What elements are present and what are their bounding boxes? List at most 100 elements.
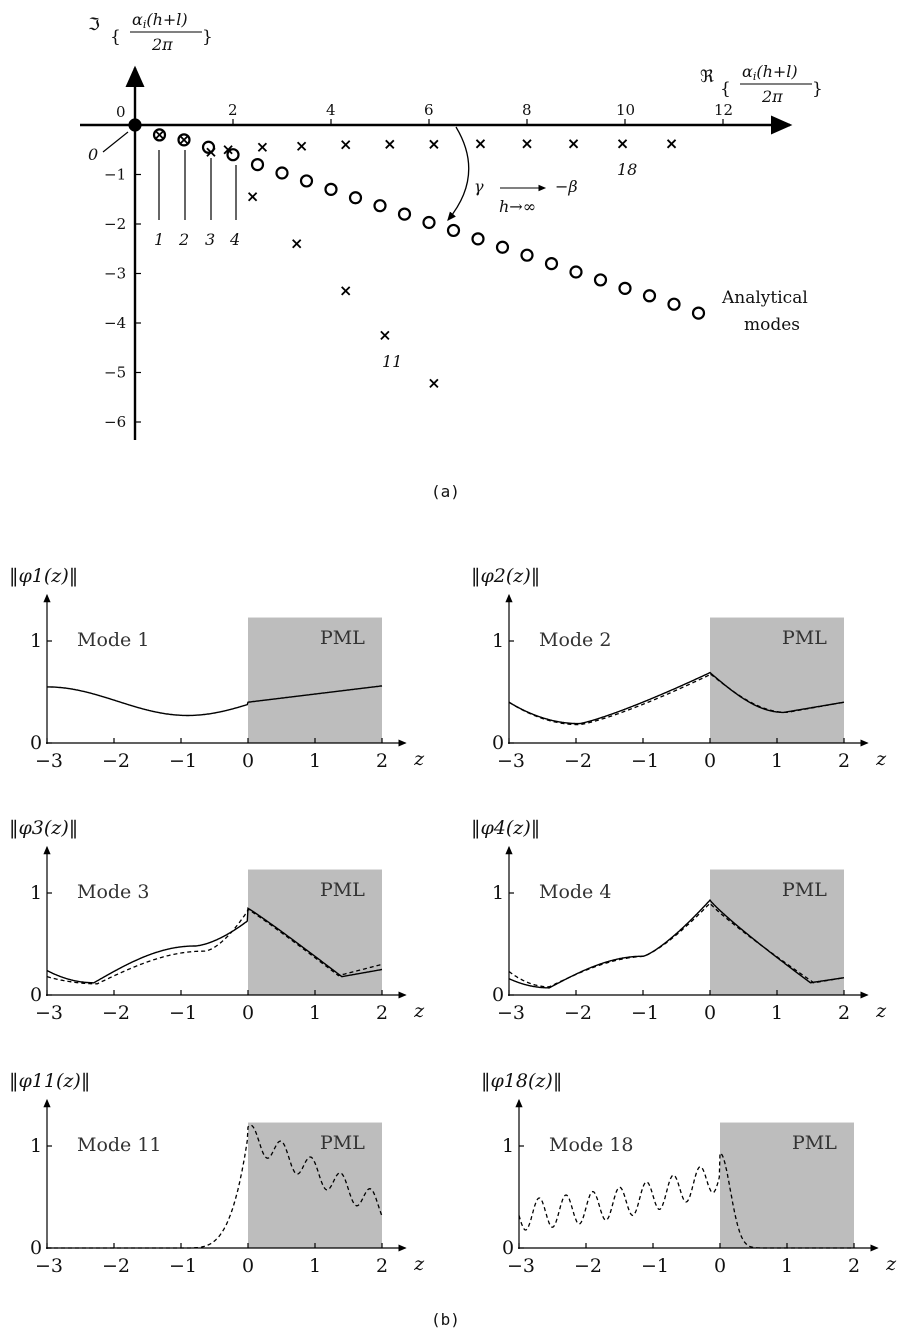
- numerical-profile-curve: [46, 908, 383, 985]
- z-tick-label: −2: [564, 1002, 592, 1024]
- y-tick-label: 1: [30, 1135, 42, 1157]
- numerical-mode-point: [247, 192, 258, 202]
- numerical-profile-curve: [508, 902, 845, 988]
- svg-text:ℑ: ℑ: [88, 15, 100, 35]
- mode-label: Mode 1: [77, 629, 149, 651]
- z-axis-label: z: [875, 748, 887, 770]
- pml-label: PML: [320, 879, 365, 901]
- imag-tick-label: −3: [104, 265, 126, 283]
- profile-panel-3: −3 −2 −1 0 1 2 z 0 1 ‖φ3(z)‖ Mode 3 PML: [9, 817, 425, 1024]
- profile-y-label: ‖φ18(z)‖: [481, 1070, 562, 1092]
- y-tick-label: 1: [502, 1135, 514, 1157]
- numerical-mode-point: [296, 141, 307, 151]
- profile-panel-5: −3 −2 −1 0 1 2 z 0 1 ‖φ11(z)‖ Mode 11 PML: [9, 1070, 425, 1277]
- numerical-mode-point: [341, 286, 351, 296]
- gamma-subscript: h→∞: [499, 197, 536, 216]
- analytical-mode-point: [422, 215, 436, 230]
- pml-label: PML: [320, 1132, 365, 1154]
- z-tick-label: 2: [376, 1002, 388, 1024]
- numerical-mode-point: [154, 130, 165, 140]
- z-tick-label: 2: [376, 750, 388, 772]
- exact-profile-curve: [508, 671, 845, 725]
- z-tick-label: −2: [102, 1002, 130, 1024]
- numerical-mode-point: [475, 139, 486, 149]
- analytical-mode-point: [250, 158, 265, 172]
- svg-text:αi(h+l): αi(h+l): [132, 10, 188, 31]
- z-tick-label: 2: [838, 1002, 850, 1024]
- mode-points: [128, 118, 706, 389]
- svg-text:−β: −β: [555, 177, 578, 196]
- imag-tick-label: −4: [104, 314, 126, 332]
- numerical-profile-curve: [47, 1124, 383, 1249]
- real-axis-ticks: 2 4 6 8 10 12: [228, 101, 733, 125]
- analytical-mode-point: [299, 174, 314, 188]
- analytical-mode-point: [373, 199, 387, 213]
- y-tick-label: 1: [492, 882, 504, 904]
- mode-label: Mode 2: [539, 629, 611, 651]
- modes-plot: ℑ { αi(h+l) 2π } ℜ { αi(h+l) 2π } 2 4 6 8 10…: [80, 10, 823, 501]
- analytical-mode-point: [618, 281, 632, 295]
- z-tick-label: −2: [102, 1255, 130, 1277]
- profile-panel-6: −3 −2 −1 0 1 2 z 0 1 ‖φ18(z)‖ Mode 18 PML: [481, 1070, 897, 1277]
- numerical-mode-point: [617, 139, 628, 149]
- profile-panel-2: −3 −2 −1 0 1 2 z 0 1 ‖φ2(z)‖ Mode 2 PML: [471, 565, 887, 772]
- profile-y-label: ‖φ1(z)‖: [9, 565, 78, 587]
- svg-text:2π: 2π: [761, 87, 783, 106]
- mode-index-labels: 0 1 2 3 4 11 18: [88, 131, 637, 371]
- z-axis-label: z: [413, 1253, 425, 1275]
- svg-text:ℜ: ℜ: [700, 67, 714, 87]
- y-tick-label: 0: [502, 1237, 514, 1259]
- z-tick-label: 2: [838, 750, 850, 772]
- analytical-label-1: Analytical: [721, 288, 808, 308]
- analytical-mode-point: [201, 140, 216, 154]
- numerical-mode-point: [568, 139, 579, 149]
- analytical-mode-point: [593, 273, 608, 287]
- imag-axis-label: ℑ { αi(h+l) 2π }: [88, 10, 213, 54]
- mode-label: Mode 4: [539, 881, 611, 903]
- analytical-mode-point: [446, 223, 461, 238]
- z-tick-label: 0: [242, 1255, 254, 1277]
- z-tick-label: 2: [376, 1255, 388, 1277]
- imag-tick-label: −1: [104, 166, 126, 184]
- z-tick-label: 1: [309, 1255, 321, 1277]
- caption-a: (a): [431, 482, 460, 501]
- z-tick-label: 2: [848, 1255, 860, 1277]
- profile-y-label: ‖φ3(z)‖: [9, 817, 78, 839]
- mode-label: Mode 3: [77, 881, 149, 903]
- real-tick-label: 10: [616, 101, 635, 119]
- pml-label: PML: [320, 627, 365, 649]
- z-tick-label: −3: [497, 750, 525, 772]
- z-tick-label: 1: [771, 1002, 783, 1024]
- analytical-mode-point: [226, 148, 240, 162]
- pml-label: PML: [782, 627, 827, 649]
- gamma-annotation: γ h→∞ −β: [447, 126, 578, 222]
- z-tick-label: −1: [641, 1255, 669, 1277]
- y-tick-label: 0: [30, 732, 42, 754]
- analytical-mode-point: [667, 297, 681, 311]
- mode-label: Mode 18: [549, 1134, 634, 1156]
- analytical-mode-point: [152, 128, 167, 142]
- z-tick-label: 0: [242, 1002, 254, 1024]
- mode-profile-panels: −3 −2 −1 0 1 2 z 0 1 ‖φ1(z)‖ Mode 1 PML −3 −2 −1 0 1 2 z 0 1…: [9, 565, 897, 1277]
- z-tick-label: −1: [169, 1255, 197, 1277]
- pml-label: PML: [792, 1132, 837, 1154]
- origin-dot: [130, 120, 140, 130]
- mode-index-0: 0: [88, 145, 98, 164]
- z-tick-label: −2: [102, 750, 130, 772]
- real-tick-label: 4: [326, 101, 336, 119]
- z-axis-label: z: [875, 1000, 887, 1022]
- mode-index-3: 3: [205, 230, 215, 249]
- imag-tick-label: −2: [104, 215, 126, 233]
- z-tick-label: 1: [309, 750, 321, 772]
- mode-index-11: 11: [382, 352, 402, 371]
- z-tick-label: 0: [704, 1002, 716, 1024]
- numerical-profile-curve: [518, 1152, 854, 1249]
- analytical-mode-point: [471, 232, 485, 246]
- y-tick-label: 1: [492, 630, 504, 652]
- numerical-mode-point: [292, 239, 302, 249]
- z-tick-label: 1: [309, 1002, 321, 1024]
- imag-axis-ticks: −1 −2 −3 −4 −5 −6: [104, 166, 141, 431]
- z-tick-label: −3: [35, 1002, 63, 1024]
- pml-region: [248, 1122, 382, 1248]
